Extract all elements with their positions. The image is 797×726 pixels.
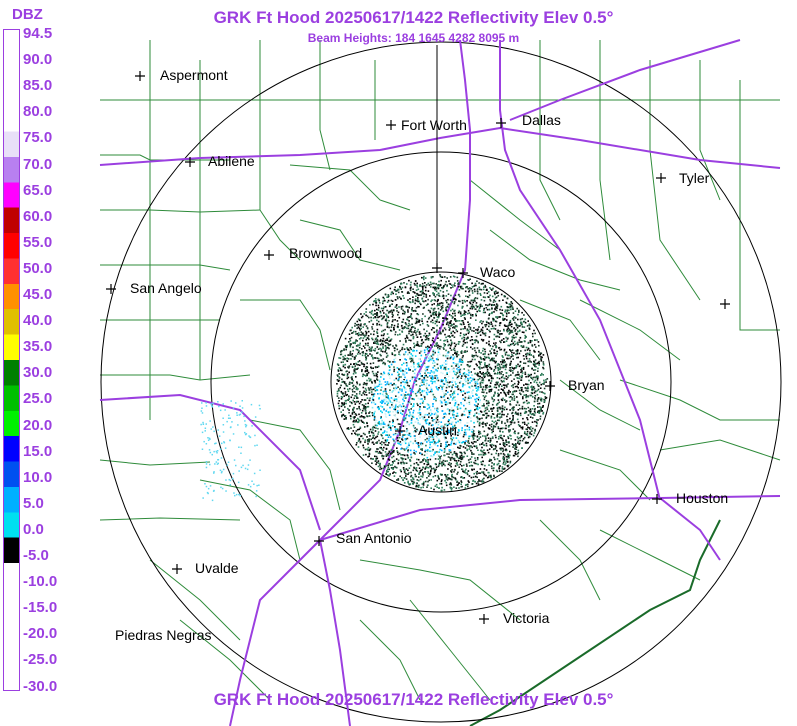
- city-marker-icon: [458, 268, 468, 278]
- coastline: [469, 519, 721, 726]
- city-label: Dallas: [522, 112, 561, 128]
- legend-label: 60.0: [23, 207, 53, 225]
- city-label: Uvalde: [195, 560, 239, 576]
- city-marker-icon: [496, 118, 506, 128]
- city-label: San Angelo: [130, 280, 202, 296]
- legend-label: 5.0: [23, 494, 44, 512]
- city-label: Abilene: [208, 153, 255, 169]
- legend-label: 20.0: [23, 416, 53, 434]
- legend-label: -30.0: [23, 677, 58, 695]
- highways: [99, 39, 781, 726]
- legend-label: -15.0: [23, 599, 58, 617]
- city-label: Piedras Negras: [115, 627, 212, 643]
- beam-heights-subtitle: Beam Heights: 184 1645 4282 8095 m: [307, 31, 520, 45]
- city-label: Waco: [480, 264, 515, 280]
- range-rings: [100, 41, 782, 723]
- legend-label: -25.0: [23, 651, 58, 669]
- city-label: Aspermont: [160, 67, 228, 83]
- city-label: Bryan: [568, 377, 605, 393]
- city-marker-icon: [264, 250, 274, 260]
- footer-title: GRK Ft Hood 20250617/1422 Reflectivity E…: [213, 690, 614, 709]
- city-marker-icon: [656, 173, 666, 183]
- city-markers: Aspermont Fort Worth Dallas Abilene Tyler Bro…: [106, 45, 730, 643]
- city-marker-icon: [314, 536, 324, 546]
- city-label: San Antonio: [336, 530, 412, 546]
- city-marker-icon: [386, 120, 396, 130]
- legend-label: 45.0: [23, 286, 53, 303]
- city-marker-icon: [106, 284, 116, 294]
- legend-label: 0.0: [23, 520, 44, 538]
- legend-label: 15.0: [23, 442, 53, 460]
- legend-label: 35.0: [23, 338, 53, 356]
- legend-label: 65.0: [23, 181, 53, 199]
- color-scale-bar: [3, 29, 20, 691]
- city-marker-icon: [135, 71, 145, 81]
- city-label: Victoria: [503, 610, 550, 626]
- chart-title: GRK Ft Hood 20250617/1422 Reflectivity E…: [213, 8, 614, 27]
- city-marker-icon: [172, 564, 182, 574]
- legend-label: 25.0: [23, 390, 53, 408]
- legend-label: 30.0: [23, 364, 53, 382]
- legend-label: -5.0: [23, 547, 49, 564]
- city-marker-icon: [545, 381, 555, 391]
- legend-label: -10.0: [23, 573, 58, 591]
- city-label: Tyler: [679, 170, 710, 186]
- legend-label: 55.0: [23, 233, 53, 251]
- city-marker-icon: [395, 426, 405, 436]
- legend-label: 80.0: [23, 103, 53, 121]
- city-label: Fort Worth: [401, 117, 467, 133]
- legend-label: 90.0: [23, 51, 53, 69]
- legend-label: 75.0: [23, 129, 53, 147]
- city-marker-icon: [720, 299, 730, 309]
- legend-label: 94.5: [23, 25, 53, 42]
- reflectivity-echoes: [200, 274, 549, 502]
- legend-label: -20.0: [23, 625, 58, 643]
- county-boundaries: [99, 40, 781, 701]
- legend-label: 50.0: [23, 259, 53, 277]
- city-marker-icon: [652, 494, 662, 504]
- city-label: Brownwood: [289, 245, 362, 261]
- legend-label: 70.0: [23, 155, 53, 173]
- city-label: Austin: [418, 422, 457, 438]
- legend-unit-label: DBZ: [12, 6, 43, 23]
- city-marker-icon: [479, 614, 489, 624]
- legend-label: 10.0: [23, 468, 53, 486]
- city-label: Houston: [676, 490, 728, 506]
- city-marker-icon: [185, 157, 195, 167]
- legend-label: 40.0: [23, 312, 53, 330]
- legend-label: 85.0: [23, 77, 53, 95]
